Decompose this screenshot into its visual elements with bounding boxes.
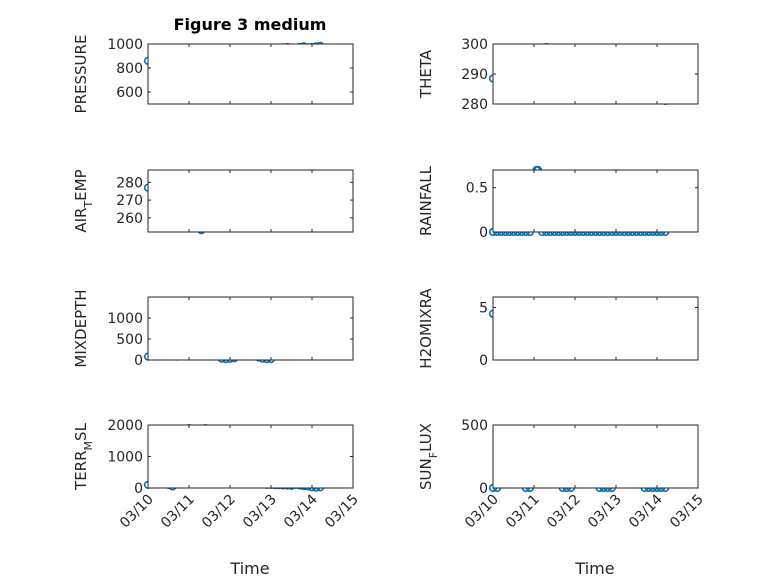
subplot-theta: 280 290 300 THETA: [417, 37, 699, 113]
y-axis-label: RAINFALL: [417, 165, 435, 236]
y-axis-label: THETA: [417, 49, 435, 99]
y-axis-label-suffix: LUX: [417, 423, 435, 452]
y-axis-label: MIXDEPTH: [72, 289, 90, 367]
axes-frame: [492, 169, 699, 233]
y-axis-label: H2OMIXRA: [417, 288, 435, 369]
y-tick-label: 2000: [107, 418, 143, 434]
y-axis-label-subscript: T: [82, 201, 95, 209]
y-tick-label: 270: [116, 193, 143, 209]
subplot-h2omixra: 0 5 H2OMIXRA: [417, 288, 699, 369]
axes-frame: [492, 43, 699, 105]
y-tick-label: 260: [116, 211, 143, 227]
figure-title: Figure 3 medium: [174, 15, 327, 34]
y-tick-label: 1000: [107, 311, 143, 327]
y-axis-label-base: PRESSURE: [72, 35, 90, 114]
y-axis-label-base: MIXDEPTH: [72, 289, 90, 367]
y-tick-label: 280: [116, 175, 143, 191]
y-tick-label: 1000: [107, 450, 143, 466]
subplot-rainfall: 0 0.5 RAINFALL: [417, 165, 699, 241]
y-tick-label: 0.5: [466, 181, 488, 197]
y-tick-label: 290: [461, 67, 488, 83]
y-axis-label: SUNFLUX: [417, 423, 440, 490]
y-tick-label: 600: [116, 85, 143, 101]
y-axis-label-base: THETA: [417, 49, 435, 99]
subplot-air_temp: 260 270 280 AIRTEMP: [72, 169, 354, 235]
y-tick-label: 280: [461, 97, 488, 113]
y-axis-label: AIRTEMP: [72, 169, 95, 232]
y-axis-label-suffix: SL: [72, 422, 90, 441]
y-tick-label: 0: [479, 225, 488, 241]
subplot-pressure: 600 800 1000 PRESSURE: [72, 35, 354, 114]
axes-frame: [492, 296, 699, 361]
y-tick-label: 0: [479, 353, 488, 369]
y-tick-label: 0: [134, 481, 143, 497]
y-axis-label-subscript: M: [82, 441, 95, 451]
y-tick-label: 800: [116, 61, 143, 77]
y-tick-label: 0: [479, 481, 488, 497]
x-axis-label-left: Time: [229, 559, 269, 578]
y-axis-label-suffix: EMP: [72, 169, 90, 200]
y-axis-label-base: H2OMIXRA: [417, 288, 435, 369]
y-axis-label-base: RAINFALL: [417, 165, 435, 236]
subplot-mixdepth: 0 500 1000 MIXDEPTH: [72, 289, 354, 369]
y-tick-label: 5: [479, 301, 488, 317]
axes-frame: [147, 296, 354, 361]
axes-frame: [147, 169, 354, 233]
x-axis-label-right: Time: [574, 559, 614, 578]
y-tick-label: 500: [116, 332, 143, 348]
axes-frame: [147, 43, 354, 105]
y-tick-label: 300: [461, 37, 488, 53]
y-tick-label: 1000: [107, 37, 143, 53]
y-axis-label-subscript: F: [427, 452, 440, 458]
subplot-grid: 600 800 1000 PRESSURE 280 290 300 THETA 260 270 28…: [72, 35, 707, 532]
y-tick-label: 0: [134, 353, 143, 369]
y-axis-label-base: TERR: [72, 450, 90, 491]
y-tick-label: 500: [461, 418, 488, 434]
y-axis-label-base: AIR: [72, 208, 90, 233]
y-axis-label-base: SUN: [417, 458, 435, 490]
axes-frame: [492, 424, 699, 489]
y-axis-label: PRESSURE: [72, 35, 90, 114]
axes-frame: [147, 424, 354, 489]
y-axis-label: TERRMSL: [72, 422, 95, 491]
